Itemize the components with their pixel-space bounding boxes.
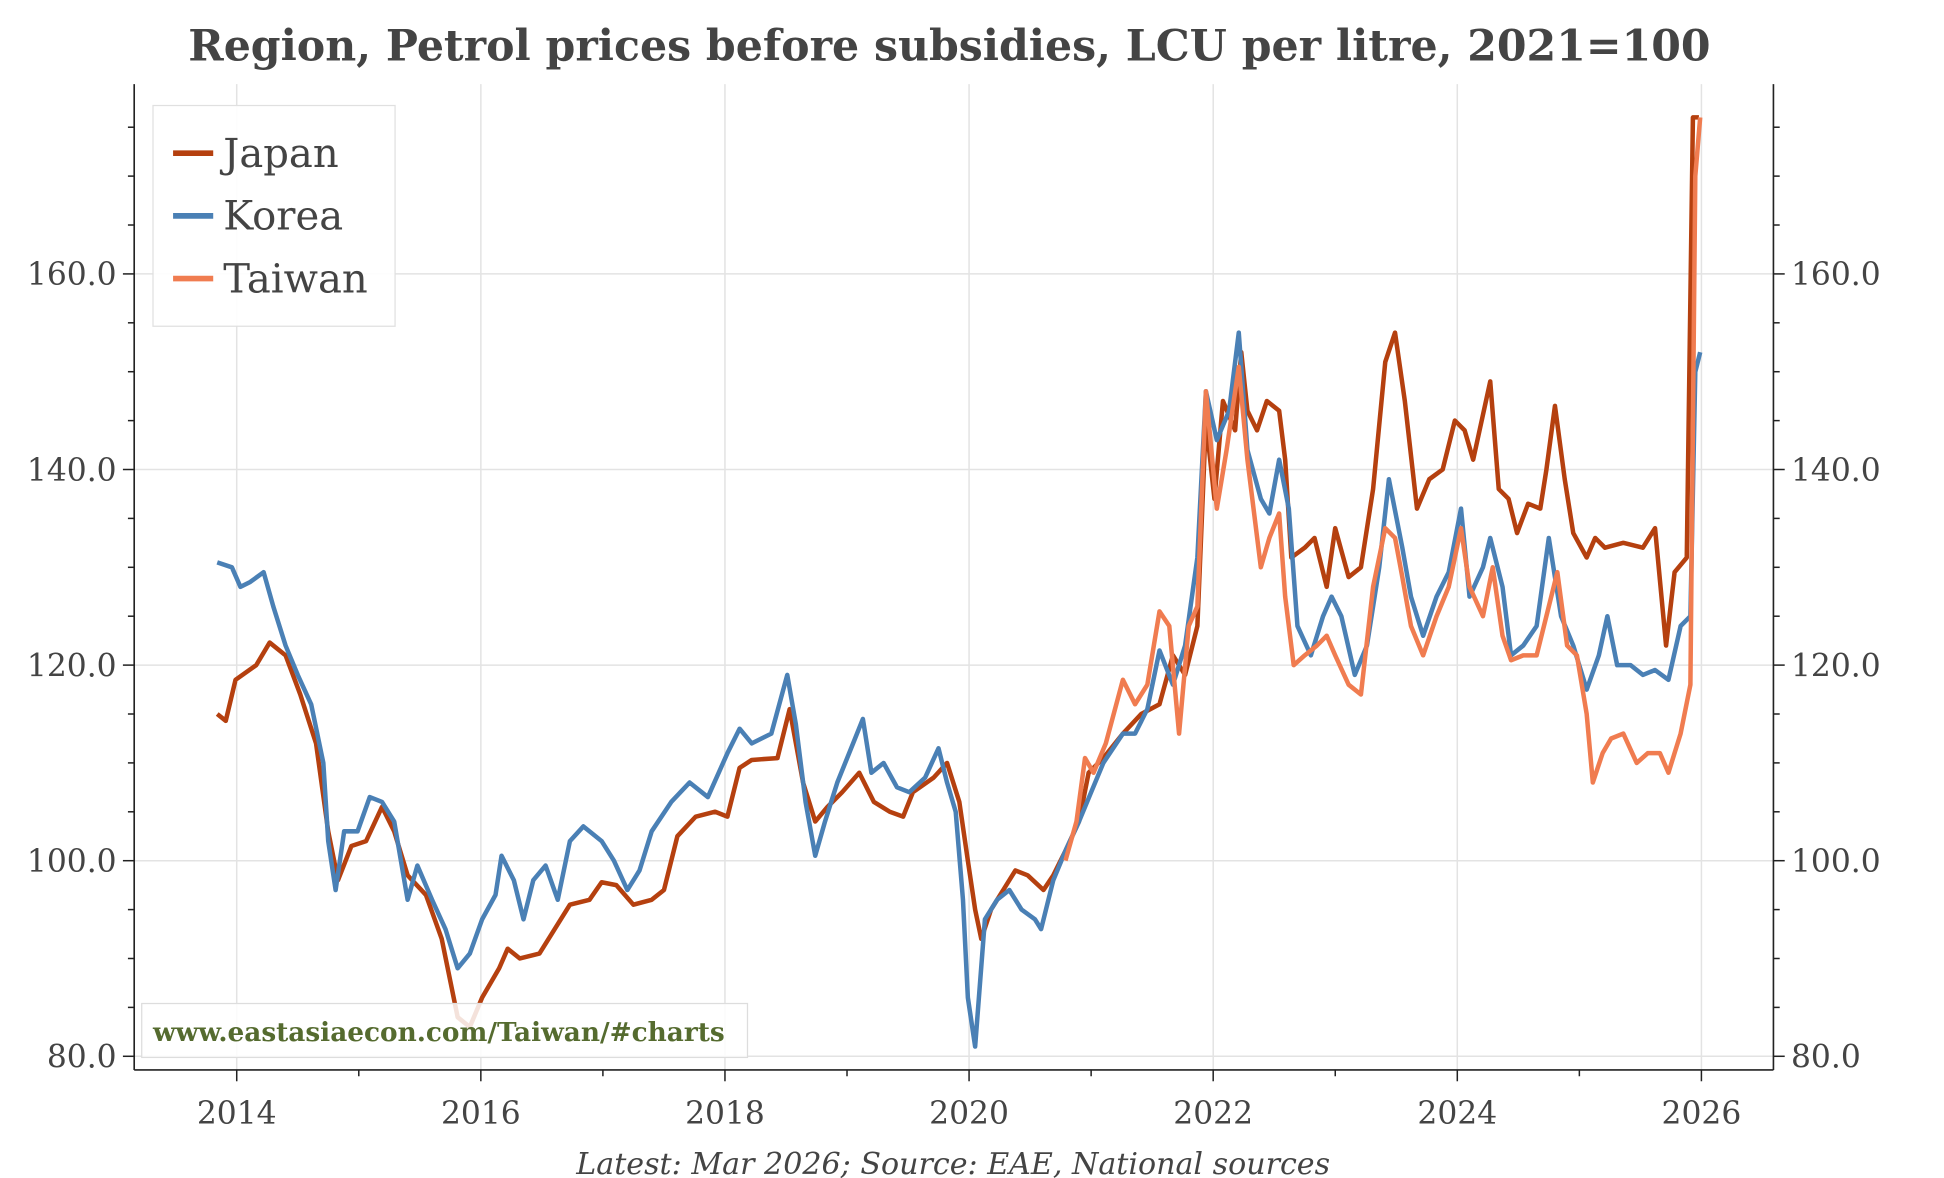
x-tick-label: 2022 (1173, 1096, 1253, 1132)
y-tick-label-left: 140.0 (27, 453, 117, 489)
y-tick-label-right: 160.0 (1791, 257, 1881, 293)
watermark-text: www.eastasiaecon.com/Taiwan/#charts (152, 1017, 725, 1048)
legend-label-japan: Japan (219, 131, 338, 177)
legend-label-taiwan: Taiwan (223, 256, 368, 302)
y-tick-label-right: 100.0 (1791, 844, 1881, 880)
y-tick-label-left: 80.0 (47, 1040, 117, 1076)
chart-title: Region, Petrol prices before subsidies, … (188, 21, 1710, 71)
legend: Japan Korea Taiwan (152, 104, 396, 327)
y-tick-label-left: 100.0 (27, 844, 117, 880)
y-tick-label-left: 160.0 (27, 257, 117, 293)
x-tick-label: 2024 (1417, 1096, 1497, 1132)
y-tick-label-left: 120.0 (27, 648, 117, 684)
watermark: www.eastasiaecon.com/Taiwan/#charts (141, 1002, 749, 1059)
x-tick-label: 2014 (197, 1096, 277, 1132)
y-tick-label-right: 120.0 (1791, 648, 1881, 684)
x-tick-label: 2018 (685, 1096, 765, 1132)
series-lines (215, 115, 1703, 1049)
y-tick-label-right: 140.0 (1791, 453, 1881, 489)
watermark-box (141, 1002, 749, 1059)
x-tick-label: 2016 (441, 1096, 521, 1132)
footnote: Latest: Mar 2026; Source: EAE, National … (575, 1147, 1330, 1178)
x-tick-label: 2026 (1662, 1096, 1742, 1132)
x-tick-label: 2020 (929, 1096, 1009, 1132)
axes: 80.0 80.0 100.0 100.0 120.0 120.0 140.0 140.0 16… (27, 84, 1881, 1132)
series-line-japan (215, 115, 1699, 1030)
legend-label-korea: Korea (223, 194, 343, 240)
y-tick-label-right: 80.0 (1791, 1040, 1861, 1076)
series-line-taiwan (1063, 117, 1703, 862)
